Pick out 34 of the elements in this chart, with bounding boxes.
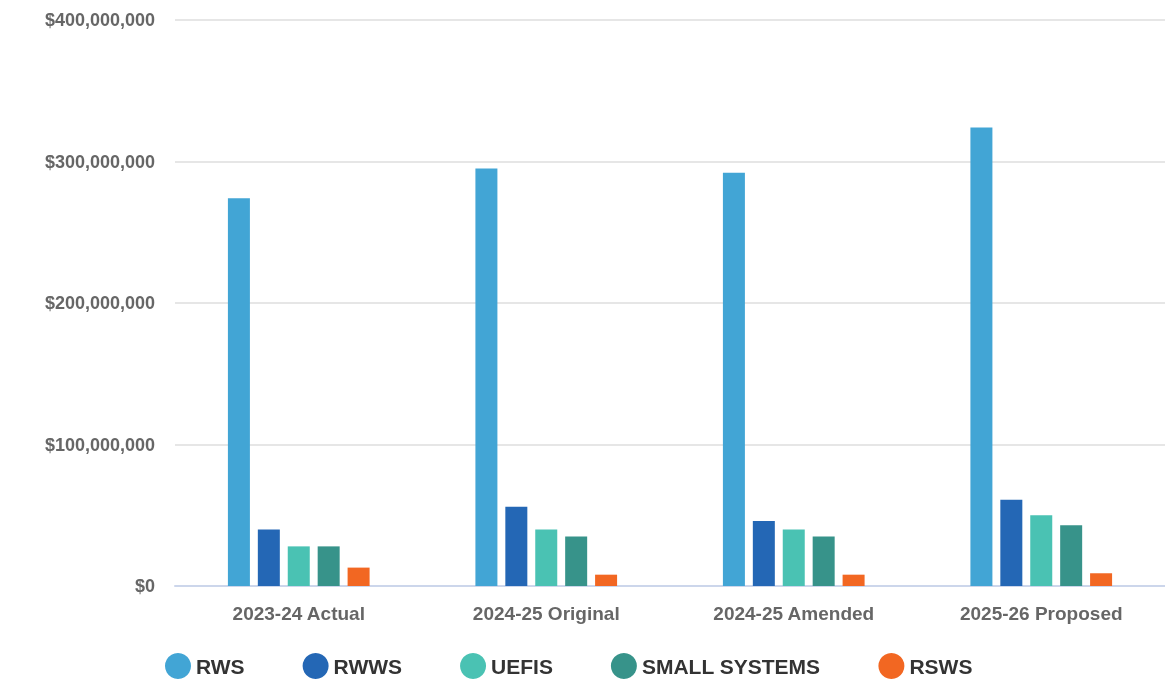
legend-label: RSWS: [909, 654, 973, 678]
bar: [1030, 515, 1053, 586]
legend-label: RWWS: [333, 654, 403, 678]
bar: [475, 168, 498, 586]
y-tick-label: $0: [134, 576, 155, 596]
y-tick-label: $400,000,000: [44, 10, 155, 30]
y-tick-label: $100,000,000: [44, 434, 155, 455]
bar: [505, 506, 528, 586]
bar: [227, 198, 250, 586]
y-tick-label: $200,000,000: [44, 293, 155, 313]
bar: [752, 520, 775, 586]
bar: [287, 546, 310, 586]
bar: [535, 529, 558, 586]
bar: [1090, 573, 1113, 586]
x-tick-label: 2023-24 Actual: [232, 603, 365, 624]
bar: [970, 127, 993, 586]
bar: [812, 536, 835, 586]
x-tick-label: 2024-25 Original: [472, 603, 620, 624]
x-tick-label: 2025-26 Proposed: [959, 603, 1123, 624]
bar: [257, 529, 280, 586]
bar: [782, 529, 805, 586]
bar: [565, 536, 588, 586]
bar: [722, 172, 745, 586]
x-tick-label: 2024-25 Amended: [713, 603, 875, 624]
bar: [317, 546, 340, 586]
bar: [595, 574, 618, 586]
bar: [1000, 499, 1023, 586]
legend-label: SMALL SYSTEMS: [641, 654, 821, 678]
legend-label: RWS: [196, 654, 245, 678]
y-tick-label: $300,000,000: [44, 151, 155, 172]
bar: [1060, 525, 1083, 586]
bar: [842, 574, 865, 586]
bar: [347, 567, 370, 586]
legend-label: UEFIS: [491, 654, 553, 678]
